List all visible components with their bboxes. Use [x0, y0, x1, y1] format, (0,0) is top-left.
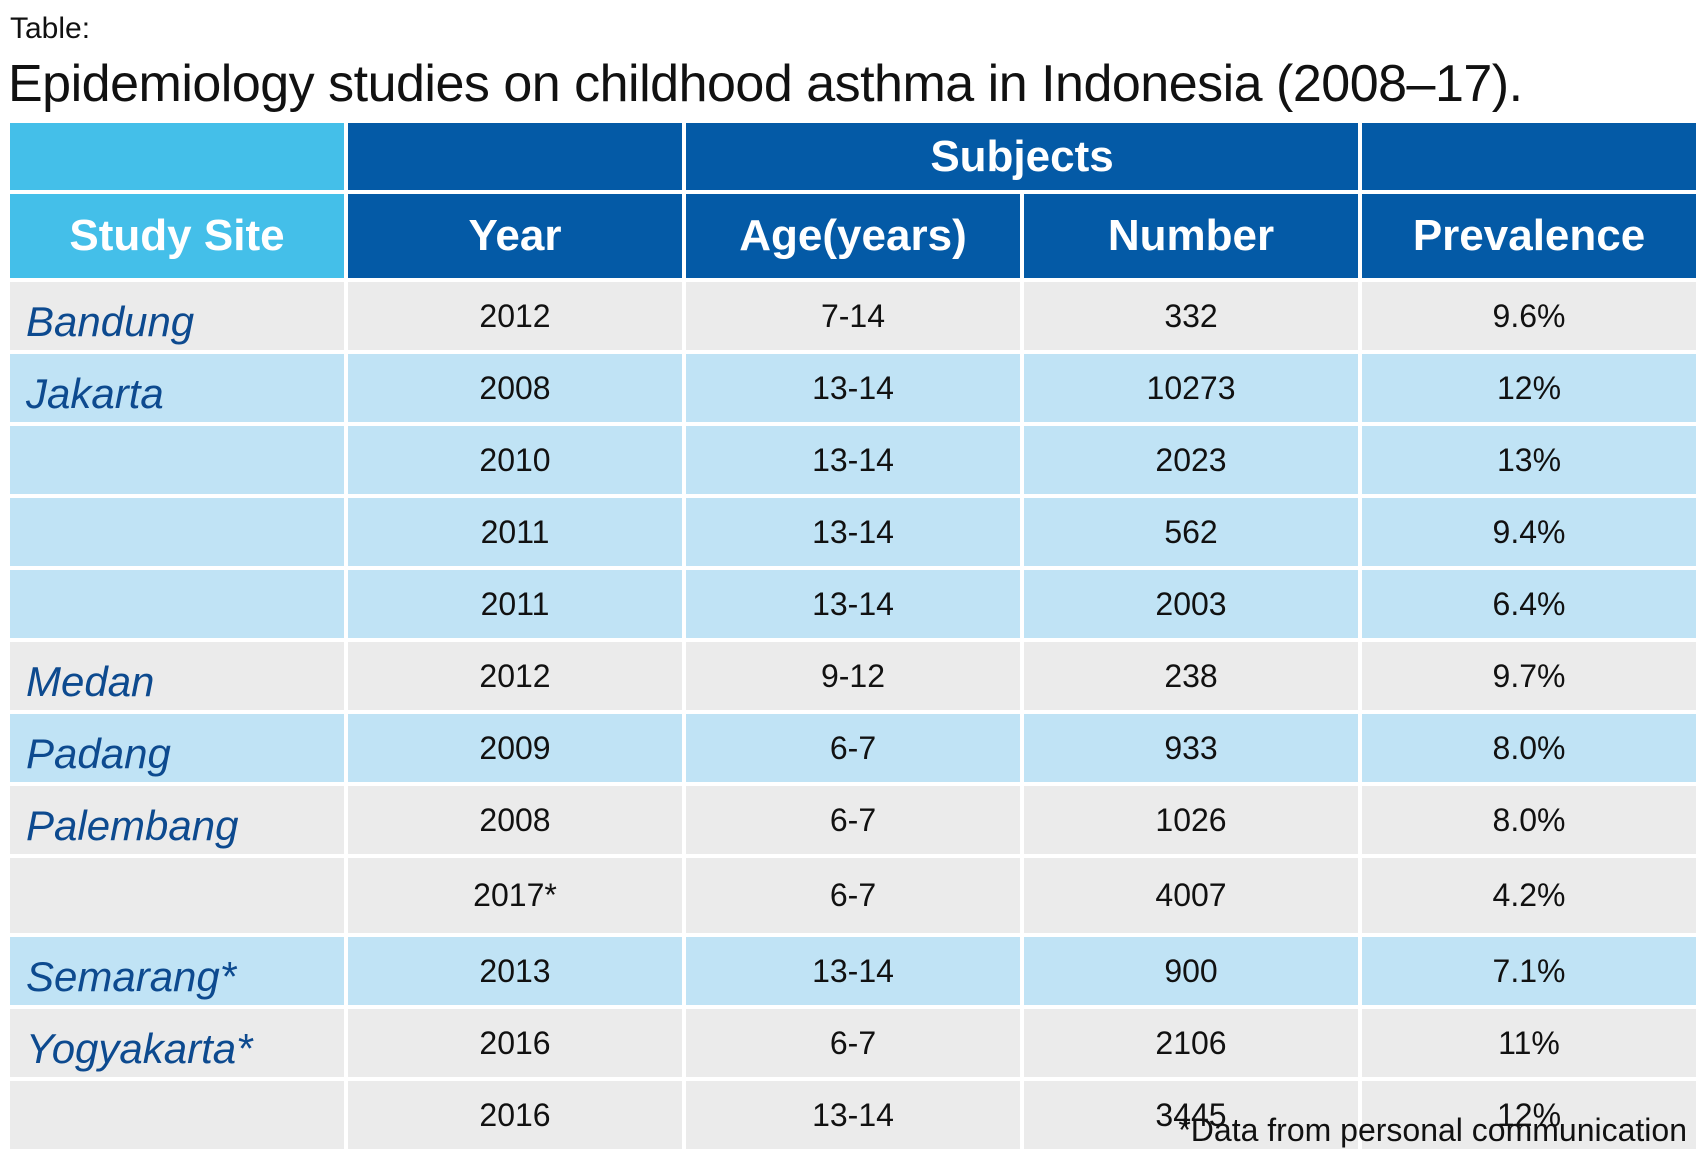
cell-number: 4007 — [1024, 858, 1359, 933]
cell-age: 6-7 — [686, 786, 1020, 854]
cell-study-site — [10, 570, 344, 638]
cell-prevalence: 13% — [1362, 426, 1697, 494]
cell-number: 3445 — [1024, 1081, 1359, 1149]
cell-year: 2009 — [348, 714, 682, 782]
cell-number: 2106 — [1024, 1009, 1359, 1077]
table-row: Jakarta 2008 13-14 10273 12% — [10, 354, 1697, 422]
cell-age: 13-14 — [686, 426, 1020, 494]
cell-prevalence: 8.0% — [1362, 714, 1697, 782]
cell-study-site: Palembang — [10, 786, 344, 854]
cell-prevalence: 8.0% — [1362, 786, 1697, 854]
cell-prevalence: 12% — [1362, 354, 1697, 422]
cell-year: 2008 — [348, 354, 682, 422]
cell-prevalence: 4.2% — [1362, 858, 1697, 933]
table-row: Yogyakarta* 2016 6-7 2106 11% — [10, 1009, 1697, 1077]
cell-age: 13-14 — [686, 570, 1020, 638]
cell-year: 2008 — [348, 786, 682, 854]
cell-prevalence: 11% — [1362, 1009, 1697, 1077]
page-title: Epidemiology studies on childhood asthma… — [8, 55, 1523, 113]
cell-age: 6-7 — [686, 858, 1020, 933]
table-row: Palembang 2008 6-7 1026 8.0% — [10, 786, 1697, 854]
column-header-study-site: Study Site — [10, 194, 344, 278]
cell-age: 6-7 — [686, 1009, 1020, 1077]
table-row: 2011 13-14 2003 6.4% — [10, 570, 1697, 638]
header-corner-cell — [10, 123, 344, 190]
cell-number: 933 — [1024, 714, 1359, 782]
table-row: Semarang* 2013 13-14 900 7.1% — [10, 937, 1697, 1005]
cell-number: 2003 — [1024, 570, 1359, 638]
cell-study-site: Bandung — [10, 282, 344, 350]
cell-prevalence: 7.1% — [1362, 937, 1697, 1005]
column-header-age: Age(years) — [686, 194, 1020, 278]
table-row: 2017* 6-7 4007 4.2% — [10, 858, 1697, 933]
table-row: Bandung 2012 7-14 332 9.6% — [10, 282, 1697, 350]
cell-study-site: Padang — [10, 714, 344, 782]
cell-number: 1026 — [1024, 786, 1359, 854]
cell-study-site: Medan — [10, 642, 344, 710]
cell-study-site — [10, 426, 344, 494]
table-row: Padang 2009 6-7 933 8.0% — [10, 714, 1697, 782]
cell-study-site: Jakarta — [10, 354, 344, 422]
table-row: 2010 13-14 2023 13% — [10, 426, 1697, 494]
header-spacer-cell — [348, 123, 682, 190]
cell-age: 13-14 — [686, 937, 1020, 1005]
cell-prevalence: 9.7% — [1362, 642, 1697, 710]
cell-age: 9-12 — [686, 642, 1020, 710]
cell-study-site — [10, 498, 344, 566]
cell-year: 2017* — [348, 858, 682, 933]
cell-study-site — [10, 1081, 344, 1149]
cell-number: 332 — [1024, 282, 1359, 350]
prevalence-table: Subjects Study Site Year Age(years) Numb… — [6, 119, 1697, 1153]
cell-year: 2011 — [348, 498, 682, 566]
subjects-group-header: Subjects — [686, 123, 1359, 190]
column-header-year: Year — [348, 194, 682, 278]
cell-number: 238 — [1024, 642, 1359, 710]
table-row: Medan 2012 9-12 238 9.7% — [10, 642, 1697, 710]
cell-year: 2016 — [348, 1081, 682, 1149]
table-row: 2016 13-14 3445 12% — [10, 1081, 1697, 1149]
cell-number: 10273 — [1024, 354, 1359, 422]
cell-number: 2023 — [1024, 426, 1359, 494]
cell-study-site: Semarang* — [10, 937, 344, 1005]
cell-year: 2010 — [348, 426, 682, 494]
cell-year: 2013 — [348, 937, 682, 1005]
cell-age: 13-14 — [686, 354, 1020, 422]
cell-prevalence: 6.4% — [1362, 570, 1697, 638]
cell-age: 13-14 — [686, 1081, 1020, 1149]
cell-prevalence: 9.6% — [1362, 282, 1697, 350]
cell-prevalence: 12% — [1362, 1081, 1697, 1149]
table-label: Table: — [10, 12, 91, 45]
cell-age: 7-14 — [686, 282, 1020, 350]
cell-year: 2012 — [348, 642, 682, 710]
header-spacer-cell — [1362, 123, 1697, 190]
cell-study-site: Yogyakarta* — [10, 1009, 344, 1077]
header-row-group: Subjects — [10, 123, 1697, 190]
cell-year: 2011 — [348, 570, 682, 638]
cell-age: 6-7 — [686, 714, 1020, 782]
footnote: *Data from personal communication — [1178, 1112, 1687, 1148]
column-header-prevalence: Prevalence — [1362, 194, 1697, 278]
cell-number: 562 — [1024, 498, 1359, 566]
table-row: 2011 13-14 562 9.4% — [10, 498, 1697, 566]
cell-year: 2012 — [348, 282, 682, 350]
cell-year: 2016 — [348, 1009, 682, 1077]
cell-study-site — [10, 858, 344, 933]
cell-number: 900 — [1024, 937, 1359, 1005]
column-header-number: Number — [1024, 194, 1359, 278]
cell-prevalence: 9.4% — [1362, 498, 1697, 566]
header-row-columns: Study Site Year Age(years) Number Preval… — [10, 194, 1697, 278]
cell-age: 13-14 — [686, 498, 1020, 566]
